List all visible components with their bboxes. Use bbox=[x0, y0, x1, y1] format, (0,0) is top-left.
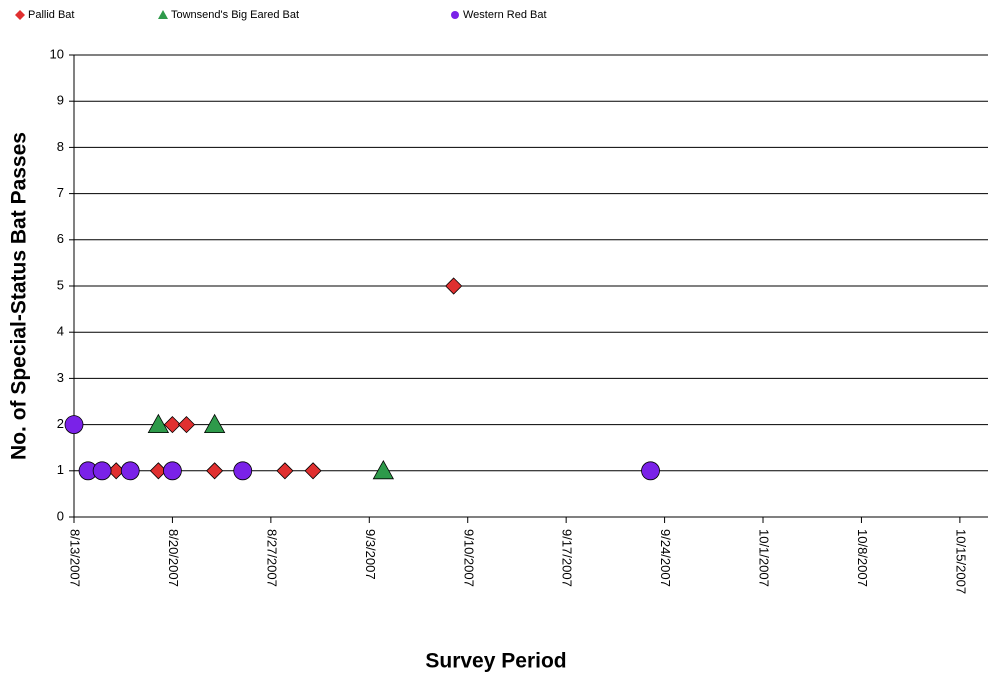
data-point bbox=[163, 416, 181, 434]
data-point bbox=[304, 462, 322, 480]
legend-marker bbox=[15, 10, 25, 20]
data-point bbox=[641, 461, 660, 481]
data-point bbox=[372, 459, 395, 480]
data-point bbox=[445, 277, 463, 295]
legend-label: Townsend's Big Eared Bat bbox=[171, 9, 299, 21]
y-tick-label: 5 bbox=[57, 277, 64, 292]
x-tick-label: 8/20/2007 bbox=[166, 529, 181, 587]
y-tick-label: 3 bbox=[57, 370, 64, 385]
y-axis-title: No. of Special-Status Bat Passes bbox=[8, 132, 31, 460]
data-point bbox=[206, 462, 224, 480]
x-tick-label: 8/13/2007 bbox=[68, 529, 83, 587]
y-tick-label: 0 bbox=[57, 508, 64, 523]
x-tick-label: 10/1/2007 bbox=[757, 529, 772, 587]
data-point bbox=[64, 415, 84, 435]
data-point bbox=[120, 461, 140, 481]
x-tick-label: 10/8/2007 bbox=[855, 529, 870, 587]
data-point bbox=[147, 413, 170, 434]
x-tick-label: 10/15/2007 bbox=[953, 529, 968, 594]
data-point bbox=[276, 462, 294, 480]
data-point bbox=[203, 413, 226, 434]
y-tick-label: 7 bbox=[57, 185, 64, 200]
data-point bbox=[177, 416, 196, 434]
x-tick-label: 9/3/2007 bbox=[363, 529, 378, 580]
x-axis-title: Survey Period bbox=[425, 650, 566, 673]
x-tick-label: 9/17/2007 bbox=[560, 529, 575, 587]
data-point bbox=[163, 461, 182, 481]
data-point bbox=[233, 461, 253, 481]
y-tick-label: 2 bbox=[57, 416, 64, 431]
y-tick-label: 6 bbox=[57, 231, 64, 246]
legend-marker bbox=[451, 11, 459, 19]
legend-marker bbox=[158, 10, 168, 19]
x-tick-label: 8/27/2007 bbox=[264, 529, 279, 587]
legend-label: Pallid Bat bbox=[28, 9, 74, 21]
x-tick-label: 9/10/2007 bbox=[461, 529, 476, 587]
y-tick-label: 9 bbox=[57, 93, 64, 108]
legend: Pallid Bat Townsend's Big Eared Bat Wester… bbox=[15, 9, 547, 21]
x-tick-label: 9/24/2007 bbox=[658, 529, 673, 587]
legend-label: Western Red Bat bbox=[463, 9, 547, 21]
data-point bbox=[92, 461, 112, 481]
y-tick-label: 8 bbox=[57, 139, 64, 154]
y-tick-label: 4 bbox=[57, 324, 64, 339]
y-tick-label: 1 bbox=[57, 462, 64, 477]
y-tick-label: 10 bbox=[50, 46, 64, 61]
